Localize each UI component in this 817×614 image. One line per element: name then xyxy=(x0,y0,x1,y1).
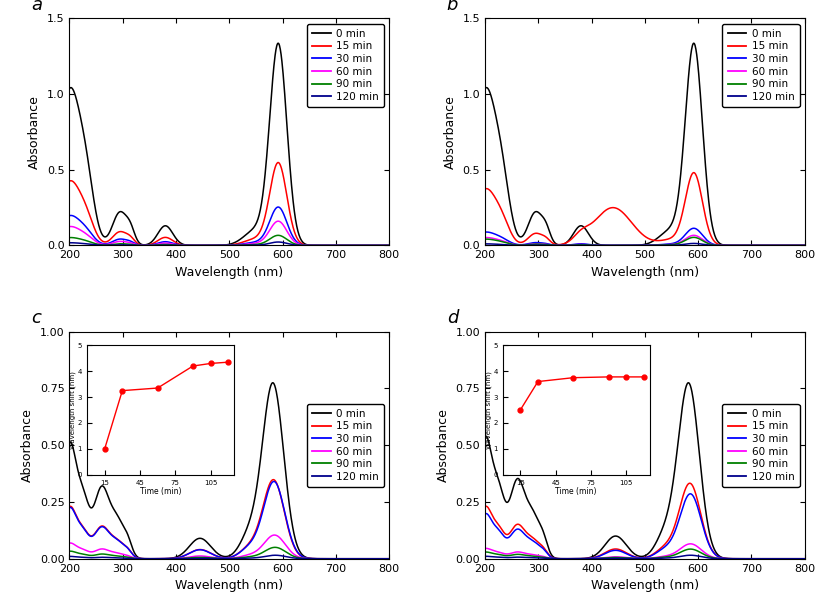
Y-axis label: Absorbance: Absorbance xyxy=(21,408,34,482)
Text: a: a xyxy=(31,0,42,14)
Legend: 0 min, 15 min, 30 min, 60 min, 90 min, 120 min: 0 min, 15 min, 30 min, 60 min, 90 min, 1… xyxy=(307,403,384,487)
Text: b: b xyxy=(447,0,458,14)
Y-axis label: Absorbance: Absorbance xyxy=(444,95,457,169)
Y-axis label: Absorbance: Absorbance xyxy=(29,95,42,169)
Y-axis label: Absorbance: Absorbance xyxy=(437,408,450,482)
Legend: 0 min, 15 min, 30 min, 60 min, 90 min, 120 min: 0 min, 15 min, 30 min, 60 min, 90 min, 1… xyxy=(722,23,800,107)
X-axis label: Wavelength (nm): Wavelength (nm) xyxy=(175,266,283,279)
Text: d: d xyxy=(447,309,458,327)
Text: c: c xyxy=(31,309,41,327)
Legend: 0 min, 15 min, 30 min, 60 min, 90 min, 120 min: 0 min, 15 min, 30 min, 60 min, 90 min, 1… xyxy=(307,23,384,107)
X-axis label: Wavelength (nm): Wavelength (nm) xyxy=(591,266,699,279)
Legend: 0 min, 15 min, 30 min, 60 min, 90 min, 120 min: 0 min, 15 min, 30 min, 60 min, 90 min, 1… xyxy=(722,403,800,487)
X-axis label: Wavelength (nm): Wavelength (nm) xyxy=(175,579,283,592)
X-axis label: Wavelength (nm): Wavelength (nm) xyxy=(591,579,699,592)
